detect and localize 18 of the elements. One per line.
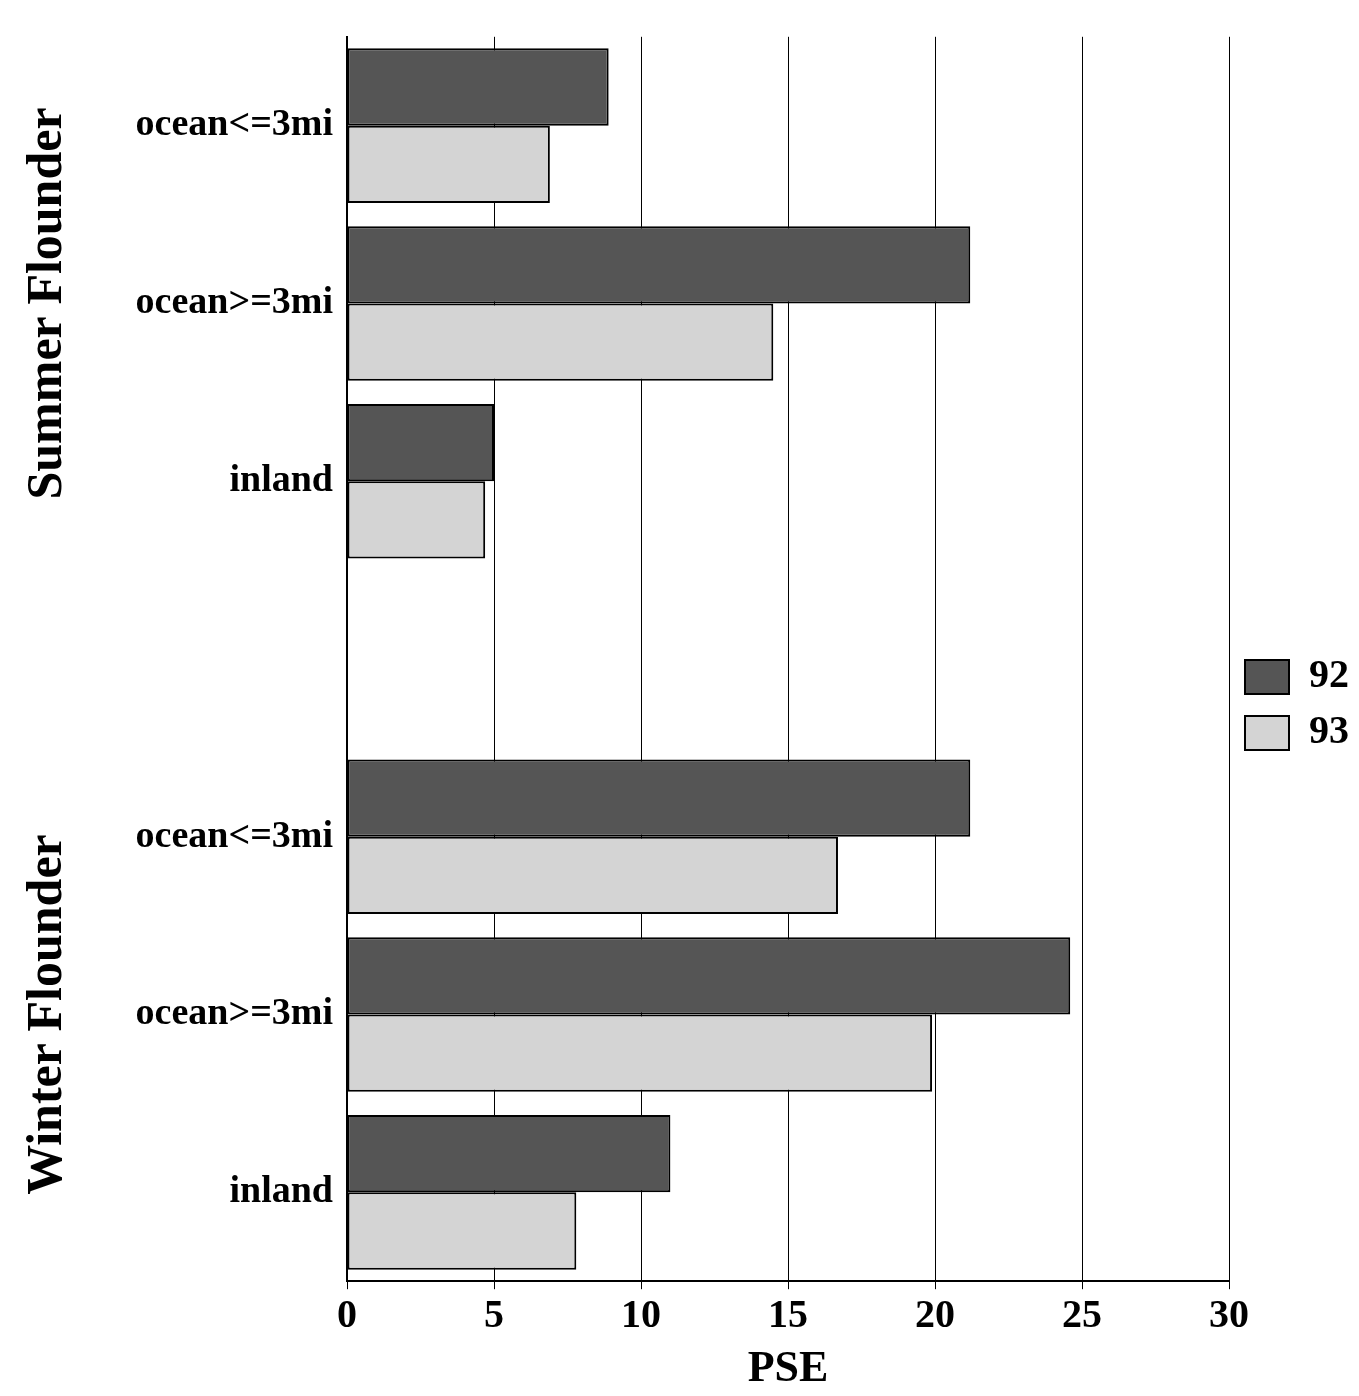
- text: Summer Flounder: [15, 107, 72, 500]
- y-tick-label: inland: [229, 457, 333, 500]
- x-tick-label: 30: [1209, 1290, 1249, 1336]
- x-tick-label: 20: [915, 1290, 955, 1336]
- x-axis-title: PSE: [747, 1341, 829, 1391]
- y-tick-label: inland: [229, 1168, 333, 1211]
- y-tick-label: ocean<=3mi: [135, 812, 333, 855]
- y-tick-label: ocean>=3mi: [135, 279, 333, 322]
- x-tick-label: 15: [768, 1290, 808, 1336]
- x-tick-label: 5: [484, 1290, 504, 1336]
- y-tick-label: ocean>=3mi: [135, 990, 333, 1033]
- x-tick-label: 25: [1062, 1290, 1102, 1336]
- y-tick-label: ocean<=3mi: [135, 101, 333, 144]
- legend-label: 92: [1309, 651, 1349, 697]
- legend-label: 93: [1309, 707, 1349, 753]
- x-tick-label: 10: [621, 1290, 661, 1336]
- text: Winter Flounder: [15, 834, 72, 1195]
- x-tick-label: 0: [337, 1290, 357, 1336]
